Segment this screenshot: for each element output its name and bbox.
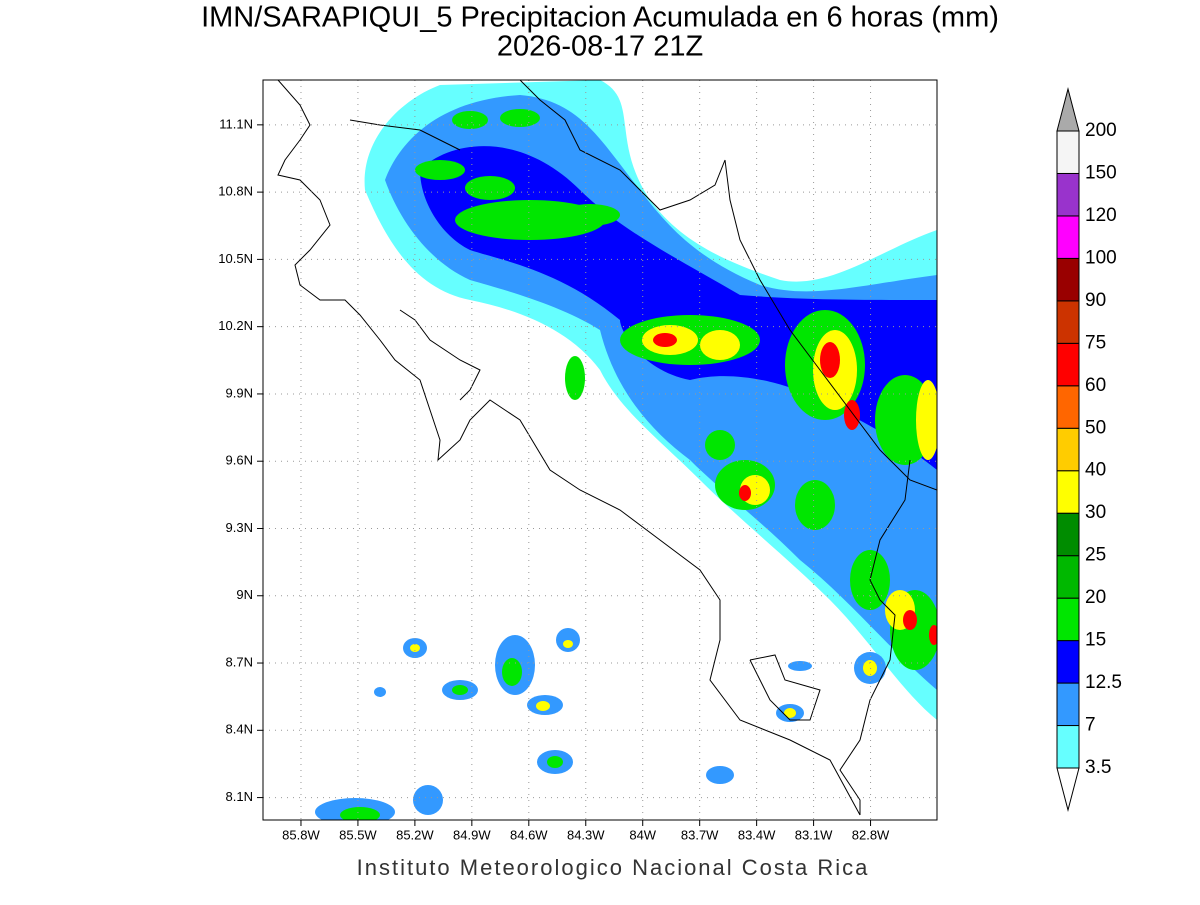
colorbar-swatch <box>1056 257 1080 302</box>
colorbar-over <box>1056 87 1080 132</box>
x-tick-label: 83.1W <box>795 827 833 842</box>
colorbar-swatch <box>1056 385 1080 429</box>
subtitle: 2026-08-17 21Z <box>497 31 703 63</box>
x-tick-label: 84.6W <box>510 827 548 842</box>
y-tick-label: 8.4N <box>226 722 253 737</box>
colorbar: 3.5 7 12.5 15 20 25 30 40 50 60 75 90 100 120 150 200 <box>1056 87 1122 812</box>
x-tick-label: 85.5W <box>339 827 377 842</box>
y-tick-label: 10.5N <box>218 251 253 266</box>
colorbar-label: 3.5 <box>1085 757 1111 778</box>
colorbar-label: 7 <box>1085 715 1096 736</box>
y-tick-label: 9.6N <box>226 453 253 468</box>
colorbar-label: 40 <box>1085 460 1106 481</box>
x-tick-label: 83.4W <box>738 827 776 842</box>
colorbar-swatch <box>1056 640 1080 684</box>
colorbar-swatch <box>1056 682 1080 727</box>
colorbar-label: 200 <box>1085 120 1117 141</box>
colorbar-swatch <box>1056 597 1080 642</box>
colorbar-swatch <box>1056 427 1080 472</box>
colorbar-label: 100 <box>1085 247 1117 268</box>
title: IMN/SARAPIQUI_5 Precipitacion Acumulada … <box>201 2 999 34</box>
precip-field <box>315 80 937 820</box>
colorbar-swatch <box>1056 130 1080 174</box>
colorbar-label: 120 <box>1085 205 1117 226</box>
x-tick-label: 82.8W <box>852 827 890 842</box>
y-tick-label: 9.9N <box>226 385 253 400</box>
colorbar-swatch <box>1056 555 1080 599</box>
y-tick-label: 8.7N <box>226 654 253 669</box>
colorbar-label: 90 <box>1085 290 1106 311</box>
colorbar-swatch <box>1056 342 1080 387</box>
x-tick-label: 83.7W <box>681 827 719 842</box>
colorbar-swatch <box>1056 172 1080 217</box>
colorbar-swatch <box>1056 215 1080 259</box>
colorbar-label: 15 <box>1085 630 1106 651</box>
y-tick-label: 10.2N <box>218 318 253 333</box>
footer: Instituto Meteorologico Nacional Costa R… <box>357 855 870 880</box>
colorbar-label: 150 <box>1085 162 1117 183</box>
colorbar-label: 75 <box>1085 332 1106 353</box>
y-tick-label: 11.1N <box>219 116 253 131</box>
colorbar-swatch <box>1056 300 1080 344</box>
y-tick-label: 8.1N <box>226 789 253 804</box>
colorbar-label: 30 <box>1085 502 1106 523</box>
grid <box>263 80 937 820</box>
colorbar-swatch <box>1056 470 1080 514</box>
colorbar-label: 25 <box>1085 545 1106 566</box>
colorbar-swatch <box>1056 512 1080 557</box>
y-tick-label: 10.8N <box>218 184 253 199</box>
map-frame <box>262 79 938 821</box>
axes: 85.8W 85.5W 85.2W 84.9W 84.6W 84.3W 84W 83.7W 83… <box>218 116 890 842</box>
y-tick-label: 9.3N <box>226 520 253 535</box>
y-tick-label: 9N <box>236 587 253 602</box>
colorbar-label: 50 <box>1085 417 1106 438</box>
colorbar-swatch <box>1056 725 1080 769</box>
x-tick-label: 84W <box>629 827 656 842</box>
colorbar-under <box>1056 767 1080 812</box>
x-tick-label: 85.8W <box>282 827 320 842</box>
x-tick-label: 85.2W <box>396 827 434 842</box>
colorbar-label: 12.5 <box>1085 672 1122 693</box>
x-tick-label: 84.9W <box>453 827 491 842</box>
colorbar-label: 20 <box>1085 587 1106 608</box>
x-tick-label: 84.3W <box>567 827 605 842</box>
colorbar-label: 60 <box>1085 375 1106 396</box>
